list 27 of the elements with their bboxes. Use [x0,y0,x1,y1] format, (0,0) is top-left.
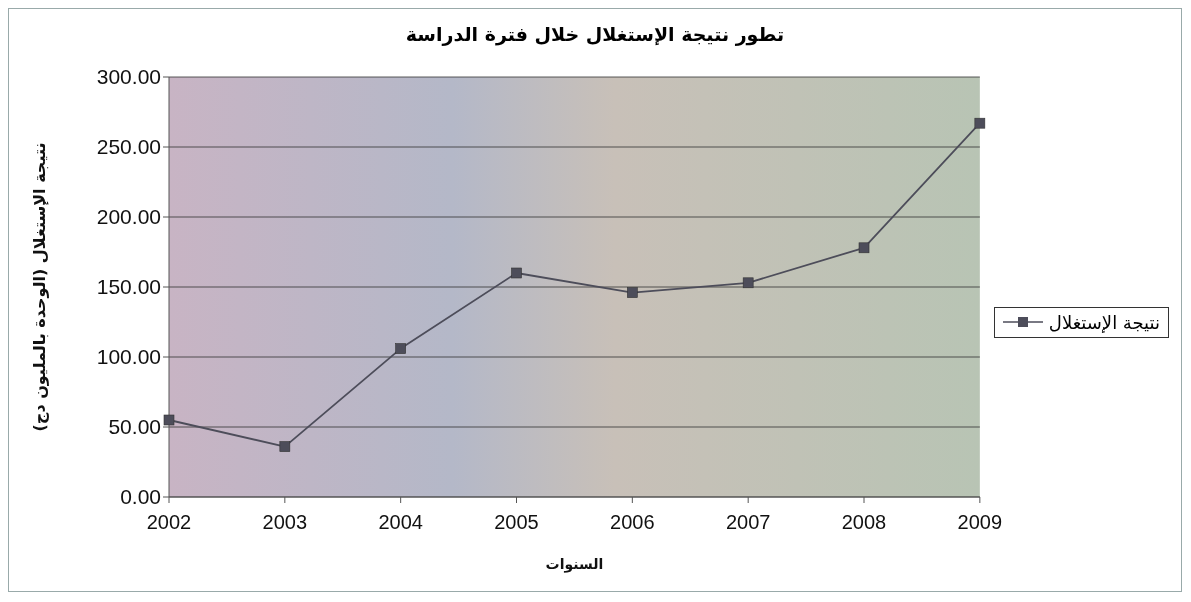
point [163,414,175,426]
x-axis-title: السنوات [545,556,604,573]
point [858,242,870,254]
x-tick-label: 2002 [146,511,192,534]
y-tick-label: 200.00 [96,205,161,229]
point [627,287,638,298]
y-tick-label: 150.00 [96,275,161,299]
y-tick-label: 300.00 [96,65,161,89]
point [511,267,522,279]
chart-title: تطور نتيجة الإستغلال خلال فترة الدراسة [404,22,786,48]
y-axis-title: نتيجة الإستغلال (الوحدة بالمليون دج) [29,142,49,432]
point [974,117,986,129]
x-tick-label: 2003 [262,511,308,534]
y-tick-label: 250.00 [96,135,161,159]
point [742,277,754,289]
y-tick-label: 100.00 [96,345,161,369]
y-tick-label: 50.00 [108,415,161,439]
x-tick-label: 2006 [610,511,655,534]
x-tick-label: 2005 [494,511,539,534]
x-tick-label: 2009 [957,511,1003,534]
legend-label: نتيجة الإستغلال [1048,311,1160,333]
y-tick-label: 0.00 [120,485,161,509]
x-tick-label: 2004 [378,511,423,534]
x-tick-label: 2007 [725,511,771,534]
point [395,343,406,354]
point [279,441,291,452]
x-tick-label: 2008 [841,511,887,534]
